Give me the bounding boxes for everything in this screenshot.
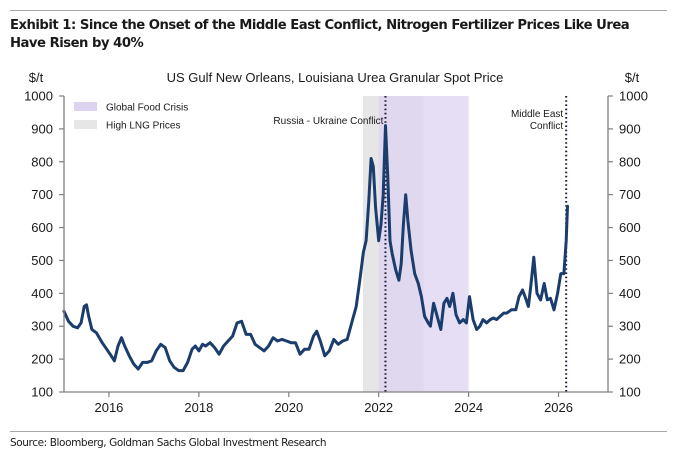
top-divider <box>10 10 667 11</box>
y-tick-label-left: 600 <box>31 220 53 235</box>
y-tick-label-left: 400 <box>31 286 53 301</box>
legend-swatch <box>74 120 97 129</box>
annotation-label-line2: Conflict <box>530 121 564 132</box>
x-tick-label: 2024 <box>454 400 483 415</box>
y-tick-label-left: 500 <box>31 253 53 268</box>
y-tick-label-right: 400 <box>619 286 641 301</box>
y-tick-label-left: 100 <box>31 385 53 400</box>
chart: Global Food Crisis High LNG Prices Russia… <box>24 70 648 415</box>
y-tick-label-right: 1000 <box>619 89 648 104</box>
exhibit-title: Exhibit 1: Since the Onset of the Middle… <box>10 18 630 51</box>
x-tick-label: 2020 <box>274 400 303 415</box>
legend-label: High LNG Prices <box>106 121 180 132</box>
annotation-label: Russia - Ukraine Conflict <box>273 116 383 127</box>
chart-title: US Gulf New Orleans, Louisiana Urea Gran… <box>167 70 504 85</box>
y-tick-label-right: 700 <box>619 187 641 202</box>
y-tick-label-left: 200 <box>31 352 53 367</box>
shaded-region-global-food-crisis <box>378 96 469 392</box>
y-axis-label-left: $/t <box>29 70 44 85</box>
source-note: Source: Bloomberg, Goldman Sachs Global … <box>10 437 327 449</box>
x-tick-label: 2018 <box>184 400 213 415</box>
y-tick-label-right: 800 <box>619 154 641 169</box>
x-tick-label: 2022 <box>364 400 393 415</box>
x-tick-label: 2026 <box>544 400 573 415</box>
y-tick-label-right: 300 <box>619 319 641 334</box>
x-tick-label: 2016 <box>94 400 123 415</box>
annotation-label-line1: Middle East <box>511 109 563 120</box>
legend-label: Global Food Crisis <box>106 103 188 114</box>
legend-swatch <box>74 102 97 111</box>
series-line-urea-price <box>62 124 569 373</box>
y-axis-label-right: $/t <box>625 70 640 85</box>
y-tick-label-left: 300 <box>31 319 53 334</box>
y-tick-label-right: 600 <box>619 220 641 235</box>
y-tick-label-left: 700 <box>31 187 53 202</box>
y-tick-label-right: 100 <box>619 385 641 400</box>
bottom-divider <box>10 431 667 432</box>
y-tick-label-right: 500 <box>619 253 641 268</box>
y-tick-label-left: 800 <box>31 154 53 169</box>
y-tick-label-left: 900 <box>31 121 53 136</box>
y-tick-label-left: 1000 <box>24 89 53 104</box>
y-tick-label-right: 200 <box>619 352 641 367</box>
y-tick-label-right: 900 <box>619 121 641 136</box>
